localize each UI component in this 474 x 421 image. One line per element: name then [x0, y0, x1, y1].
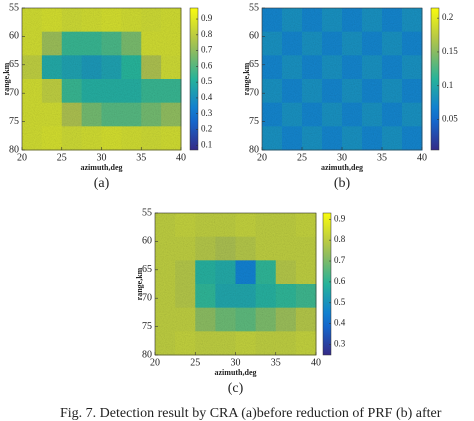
texture: [262, 8, 422, 150]
colorbar: [189, 7, 199, 151]
y-tick-label: 70: [9, 87, 19, 98]
y-tick-label: 80: [249, 144, 259, 155]
x-axis-label: azimuth,deg: [215, 368, 257, 377]
colorbar-tick-label: 0.3: [334, 339, 346, 349]
x-tick-label: 20: [150, 357, 160, 368]
y-tick-label: 65: [249, 59, 259, 70]
colorbar-tick-label: 0.6: [201, 60, 213, 70]
y-tick-label: 65: [142, 264, 152, 275]
x-tick-label: 30: [337, 152, 347, 163]
panel-label: (b): [334, 176, 351, 191]
x-tick-label: 25: [190, 357, 200, 368]
y-axis-label: range,km: [242, 62, 251, 95]
colorbar-tick-label: 0.2: [201, 124, 212, 134]
colorbar: [430, 7, 440, 151]
y-tick-label: 75: [249, 116, 259, 127]
x-tick-label: 35: [377, 152, 387, 163]
x-tick-label: 20: [257, 152, 267, 163]
x-tick-label: 25: [297, 152, 307, 163]
colorbar-tick-label: 0.9: [201, 13, 213, 23]
colorbar-tick-label: 0.3: [201, 108, 213, 118]
y-tick-label: 75: [9, 116, 19, 127]
y-tick-label: 60: [9, 31, 19, 42]
colorbar-tick-label: 0.7: [201, 45, 213, 55]
y-tick-label: 70: [142, 292, 152, 303]
x-tick-label: 35: [136, 152, 146, 163]
y-tick-label: 80: [142, 349, 152, 360]
x-tick-label: 35: [271, 357, 281, 368]
y-tick-label: 80: [9, 144, 19, 155]
y-tick-label: 55: [249, 2, 259, 13]
y-tick-label: 60: [142, 236, 152, 247]
colorbar-tick-label: 0.9: [334, 213, 346, 223]
x-axis-label: azimuth,deg: [321, 163, 363, 172]
y-tick-label: 70: [249, 87, 259, 98]
y-tick-label: 60: [249, 31, 259, 42]
caption: Fig. 7. Detection result by CRA (a)befor…: [60, 406, 442, 421]
panel-label: (c): [228, 381, 244, 396]
y-axis-label: range,km: [135, 267, 144, 300]
x-axis-label: azimuth,deg: [81, 163, 123, 172]
colorbar-tick-label: 0.4: [201, 92, 213, 102]
x-tick-label: 30: [231, 357, 241, 368]
y-tick-label: 65: [9, 59, 19, 70]
colorbar-tick-label: 0.5: [334, 297, 346, 307]
texture: [22, 8, 181, 150]
y-tick-label: 55: [9, 2, 19, 13]
colorbar-tick-label: 0.1: [201, 139, 212, 149]
x-tick-label: 40: [311, 357, 321, 368]
colorbar-tick-label: 0.15: [442, 46, 458, 56]
y-tick-label: 55: [142, 207, 152, 218]
y-axis-label: range,km: [2, 62, 11, 95]
x-tick-label: 25: [57, 152, 67, 163]
x-tick-label: 40: [417, 152, 427, 163]
texture: [155, 213, 316, 355]
x-tick-label: 20: [17, 152, 27, 163]
colorbar: [322, 212, 332, 356]
colorbar-tick-label: 0.1: [442, 80, 453, 90]
y-tick-label: 75: [142, 321, 152, 332]
colorbar-tick-label: 0.8: [201, 29, 213, 39]
colorbar-tick-label: 0.05: [442, 114, 458, 124]
colorbar-tick-label: 0.6: [334, 276, 346, 286]
colorbar-tick-label: 0.7: [334, 255, 346, 265]
panel-label: (a): [94, 176, 110, 191]
colorbar-tick-label: 0.4: [334, 318, 346, 328]
colorbar-tick-label: 0.8: [334, 234, 346, 244]
colorbar-tick-label: 0.5: [201, 76, 213, 86]
colorbar-tick-label: 0.2: [442, 12, 453, 22]
x-tick-label: 30: [97, 152, 107, 163]
x-tick-label: 40: [176, 152, 186, 163]
